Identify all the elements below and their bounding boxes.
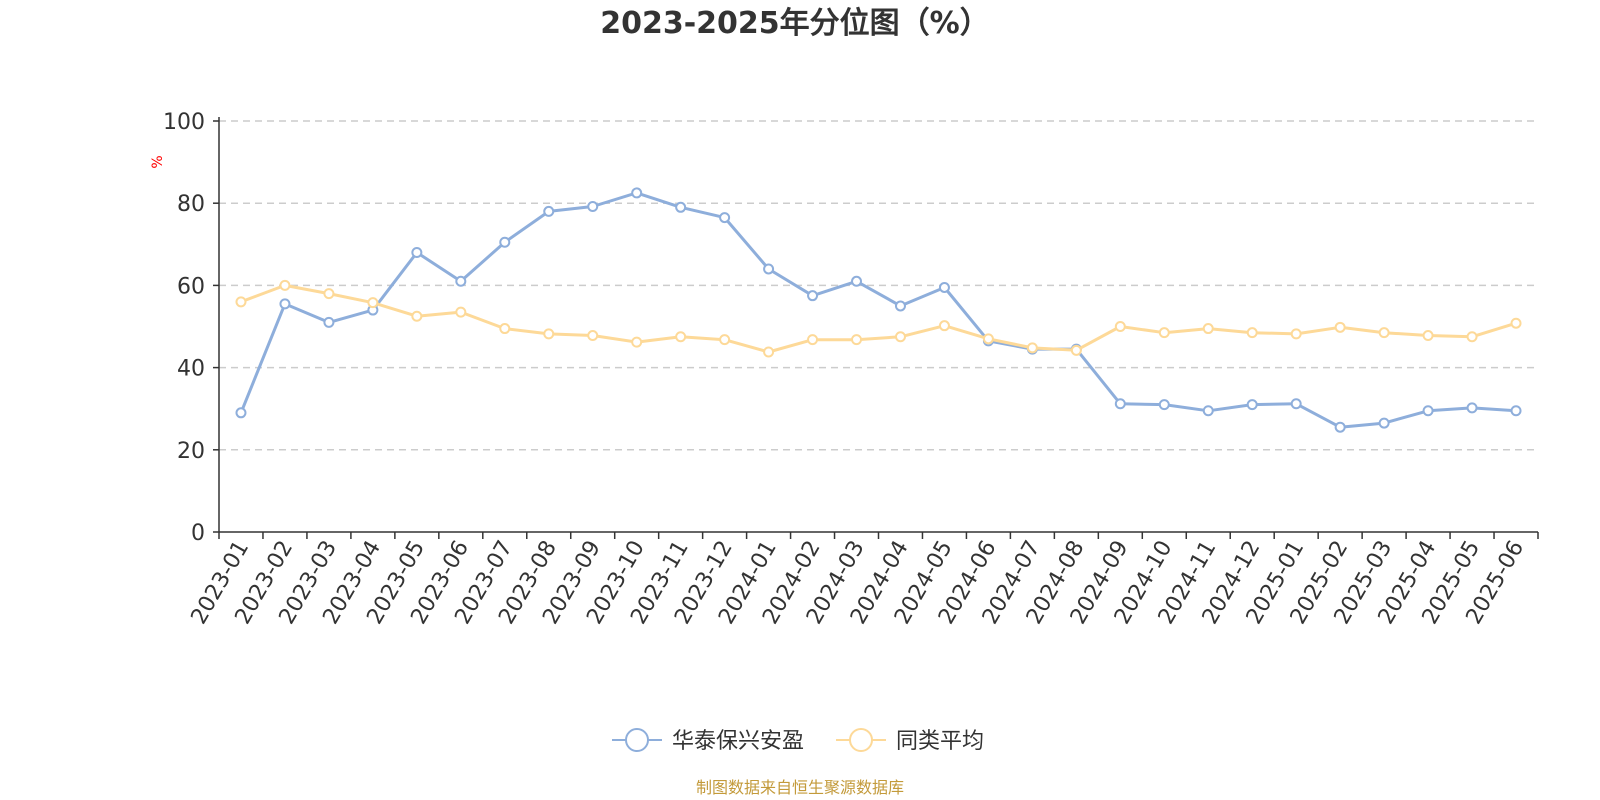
data-point[interactable] (1378, 417, 1390, 429)
y-tick-label: 40 (177, 357, 205, 382)
data-point[interactable] (719, 334, 731, 346)
data-point[interactable] (675, 201, 687, 213)
data-point[interactable] (587, 200, 599, 212)
data-point[interactable] (1158, 399, 1170, 411)
y-tick-label: 0 (191, 521, 205, 546)
data-point[interactable] (894, 300, 906, 312)
data-point[interactable] (631, 187, 643, 199)
data-point[interactable] (455, 275, 467, 287)
series-1 (235, 187, 1522, 433)
series-line (240, 283, 1517, 354)
legend-item-2[interactable]: 同类平均 (836, 728, 984, 754)
data-point[interactable] (763, 263, 775, 275)
data-point[interactable] (543, 205, 555, 217)
data-point[interactable] (1114, 398, 1126, 410)
y-axis-ticks: 0 20 40 60 80 100 (163, 110, 205, 546)
chart-title: 2023-2025年分位图（%） (600, 6, 990, 41)
data-point[interactable] (631, 336, 643, 348)
data-point[interactable] (1378, 327, 1390, 339)
axes (213, 117, 1539, 539)
data-point[interactable] (1114, 321, 1126, 332)
source-note: 制图数据来自恒生聚源数据库 (696, 778, 904, 797)
data-point[interactable] (807, 290, 819, 302)
data-point[interactable] (499, 323, 511, 335)
data-point[interactable] (587, 330, 599, 342)
series-line (239, 191, 1517, 429)
data-point[interactable] (1202, 323, 1214, 335)
legend-item-1[interactable]: 华泰保兴安盈 (612, 728, 804, 754)
data-point[interactable] (1422, 330, 1434, 342)
data-point[interactable] (938, 320, 950, 332)
series-2 (235, 279, 1522, 358)
data-point[interactable] (719, 212, 731, 224)
data-point[interactable] (1466, 402, 1478, 414)
data-point[interactable] (323, 288, 335, 300)
data-point[interactable] (411, 310, 423, 322)
data-point[interactable] (1246, 327, 1258, 339)
data-point[interactable] (938, 281, 950, 293)
data-point[interactable] (1158, 327, 1170, 339)
data-point[interactable] (1510, 405, 1522, 417)
data-point[interactable] (1290, 398, 1302, 410)
data-point[interactable] (851, 275, 863, 287)
data-point[interactable] (279, 298, 291, 310)
data-point[interactable] (1466, 331, 1478, 343)
x-axis-ticks: 2023-012023-022023-032023-042023-052023-… (187, 537, 1530, 629)
data-point[interactable] (763, 346, 775, 358)
y-tick-label: 100 (163, 110, 205, 135)
legend-label: 同类平均 (896, 729, 984, 754)
data-point[interactable] (235, 296, 247, 308)
legend-marker (625, 728, 649, 752)
data-point[interactable] (1246, 399, 1258, 411)
legend-marker (849, 728, 873, 752)
data-point[interactable] (367, 297, 379, 309)
y-tick-label: 20 (177, 439, 205, 464)
data-point[interactable] (455, 306, 467, 318)
data-point[interactable] (1334, 421, 1346, 433)
legend-label: 华泰保兴安盈 (672, 729, 804, 754)
data-point[interactable] (675, 331, 687, 343)
data-point[interactable] (323, 316, 335, 328)
data-point[interactable] (499, 236, 511, 248)
y-tick-label: 80 (177, 192, 205, 217)
data-point[interactable] (1290, 328, 1302, 340)
y-tick-label: 60 (177, 274, 205, 299)
grid-lines (219, 120, 1538, 451)
data-point[interactable] (279, 279, 291, 291)
data-point[interactable] (1070, 344, 1082, 356)
data-point[interactable] (1422, 405, 1434, 417)
data-point[interactable] (1026, 342, 1038, 354)
data-point[interactable] (1202, 405, 1214, 417)
data-point[interactable] (1510, 317, 1522, 329)
data-point[interactable] (894, 331, 906, 343)
data-point[interactable] (1334, 321, 1346, 333)
data-point[interactable] (543, 328, 555, 340)
data-point[interactable] (807, 334, 819, 346)
legend[interactable]: 华泰保兴安盈 同类平均 (612, 728, 984, 754)
series-group (235, 187, 1522, 433)
data-point[interactable] (411, 247, 423, 259)
data-point[interactable] (235, 407, 247, 419)
data-point[interactable] (982, 333, 994, 345)
y-axis-unit-label: % (150, 155, 166, 168)
data-point[interactable] (851, 334, 863, 346)
